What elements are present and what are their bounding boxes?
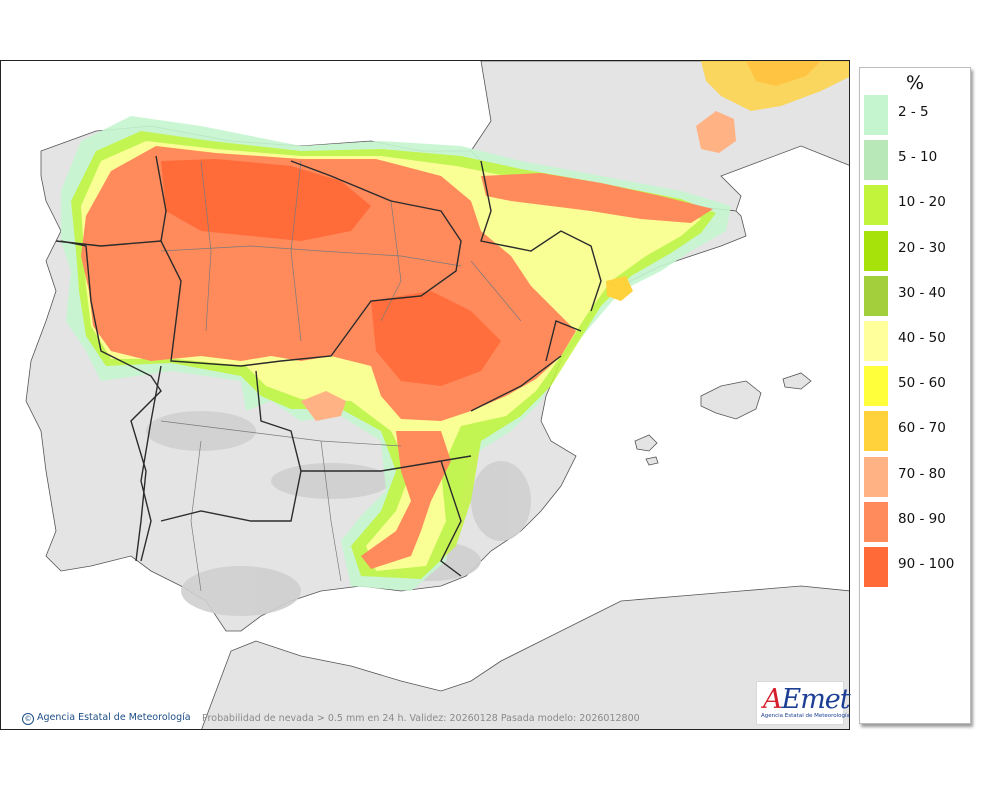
legend-label: 10 - 20 bbox=[898, 194, 946, 211]
legend-row: 5 - 10 bbox=[864, 138, 968, 181]
legend-row: 90 - 100 bbox=[864, 545, 968, 587]
mallorca-island bbox=[700, 380, 762, 420]
legend-swatch bbox=[864, 230, 888, 271]
copyright-icon: © bbox=[22, 713, 34, 725]
legend-swatch bbox=[864, 501, 888, 542]
map-frame bbox=[0, 60, 850, 730]
legend-label: 5 - 10 bbox=[898, 149, 938, 166]
aemet-logo: AEmet Agencia Estatal de Meteorología bbox=[756, 681, 851, 725]
legend-swatch bbox=[864, 366, 888, 407]
legend-label: 20 - 30 bbox=[898, 239, 946, 256]
legend-swatch bbox=[864, 456, 888, 497]
legend-swatch bbox=[864, 547, 888, 587]
legend-label: 80 - 90 bbox=[898, 510, 946, 527]
menorca-island bbox=[782, 372, 812, 390]
legend-row: 60 - 70 bbox=[864, 409, 968, 452]
legend-swatch bbox=[864, 321, 888, 361]
legend-label: 40 - 50 bbox=[898, 330, 946, 346]
logo-wordmark: AEmet bbox=[763, 684, 851, 715]
legend-swatch bbox=[864, 95, 888, 135]
region-borders bbox=[55, 155, 602, 577]
field-catalonia-patch bbox=[606, 276, 633, 301]
field-france-top-halo bbox=[701, 61, 849, 111]
probability-fields bbox=[61, 61, 849, 591]
legend-row: 20 - 30 bbox=[864, 229, 968, 271]
legend-label: 70 - 80 bbox=[898, 465, 946, 482]
legend-swatch bbox=[864, 275, 888, 316]
legend-row: 30 - 40 bbox=[864, 274, 968, 316]
legend-label: 2 - 5 bbox=[898, 104, 929, 120]
field-massif-central bbox=[696, 111, 736, 153]
legend-label: 50 - 60 bbox=[898, 375, 946, 392]
legend-label: 60 - 70 bbox=[898, 420, 946, 437]
field-madrid-patch bbox=[301, 391, 346, 421]
legend-row: 10 - 20 bbox=[864, 183, 968, 226]
field-southeast-80-90 bbox=[361, 431, 451, 569]
snow-probability-map bbox=[25, 61, 849, 729]
legend-swatch bbox=[864, 411, 888, 452]
field-pyrenees-80-90 bbox=[481, 173, 713, 223]
legend-swatch bbox=[864, 140, 888, 181]
legend-panel: % 2 - 5 5 - 10 10 - 20 20 - 30 30 - 40 40 - 5… bbox=[859, 67, 971, 724]
legend-swatch bbox=[864, 185, 888, 226]
legend-row: 2 - 5 bbox=[864, 93, 968, 135]
legend-unit: % bbox=[905, 72, 925, 94]
credit-text: Agencia Estatal de Meteorología bbox=[37, 712, 191, 723]
ibiza-island bbox=[634, 434, 658, 452]
legend-label: 30 - 40 bbox=[898, 284, 946, 301]
credit-line: © Agencia Estatal de Meteorología bbox=[22, 712, 191, 725]
field-90-100-iberian bbox=[371, 291, 501, 386]
legend-row: 80 - 90 bbox=[864, 500, 968, 542]
legend-row: 40 - 50 bbox=[864, 319, 968, 361]
formentera-island bbox=[645, 456, 659, 466]
logo-subtitle: Agencia Estatal de Meteorología bbox=[761, 713, 850, 719]
province-borders bbox=[160, 160, 522, 592]
legend-label: 90 - 100 bbox=[898, 556, 955, 572]
portugal-border bbox=[60, 240, 162, 562]
map-caption: Probabilidad de nevada > 0.5 mm en 24 h.… bbox=[202, 713, 640, 724]
field-90-100-north bbox=[161, 159, 371, 241]
north-africa-landmass bbox=[201, 585, 849, 729]
legend-row: 70 - 80 bbox=[864, 455, 968, 497]
legend-row: 50 - 60 bbox=[864, 364, 968, 407]
